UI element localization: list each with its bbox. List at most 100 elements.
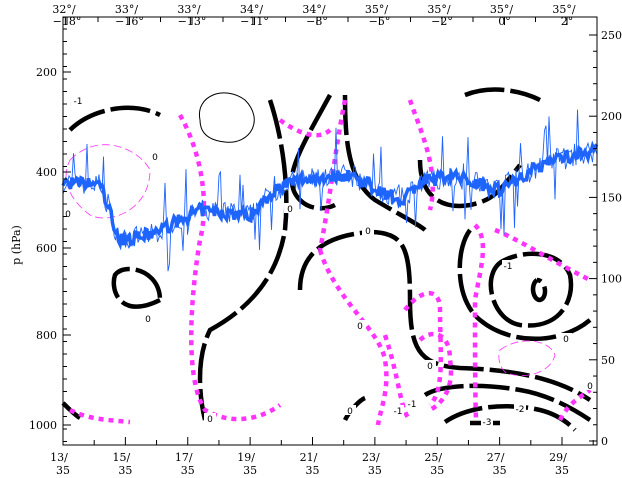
contour-label: 0 [65,210,71,220]
bottom-tick-label-sub: 35 [368,464,382,477]
top-tick-label-sub: −8° [306,15,328,28]
contour-label: 0 [365,227,371,237]
contour-label-bg [149,151,161,161]
left-tick-label: 1000 [29,419,57,432]
series-layer [61,109,599,272]
bottom-tick-label: 19/ [237,451,255,464]
bottom-tick-label: 29/ [549,451,567,464]
contour-dashed [278,118,332,138]
contour-label: -1 [408,400,417,410]
contour-label-bg [584,380,596,390]
right-tick-label: 250 [601,29,622,42]
top-tick-label: 34°/ [302,3,325,16]
contour-label-bg [72,95,84,105]
top-tick-label: 33°/ [177,3,200,16]
contour-dashed [317,99,348,251]
contour-solid [68,105,162,132]
contour-dashed [418,331,454,413]
contour-solid [111,266,163,309]
bottom-tick-label: 13/ [50,451,68,464]
series-line [61,140,599,251]
left-tick-label: 200 [36,66,57,79]
contour-label: 0 [357,322,363,332]
top-tick-label-sub: −2° [431,15,453,28]
contour-label-bg [406,398,418,408]
top-tick-label: 35°/ [427,3,450,16]
contour-label-bg [62,208,74,218]
bottom-tick-label: 15/ [113,451,131,464]
contour-solid [342,94,427,232]
contour-label: 0 [287,205,293,215]
contour-label: -3 [483,418,492,428]
left-tick-label: 800 [36,329,57,342]
bottom-tick-label-sub: 35 [555,464,569,477]
contour-label: 0 [427,362,433,372]
contour-label-bg [204,413,216,423]
bottom-tick-label: 21/ [300,451,318,464]
contour-solid [199,92,255,143]
contour-dashed [68,407,131,425]
top-tick-label-sub: −13° [178,15,207,28]
contour-dashed [557,388,592,422]
top-tick-label: 34°/ [240,3,263,16]
y-axis-label: p (hPa) [10,225,23,265]
series-line-thin [62,109,598,272]
contour-dashed [494,227,592,283]
right-tick-label: 150 [601,191,622,204]
contour-label: 0 [152,153,158,163]
contour-label-bg [481,416,493,426]
top-tick-label: 33°/ [115,3,138,16]
contour-label: 0 [563,335,569,345]
contour-label-bg [362,225,374,235]
axes: 200400600800100005010015020025013/3515/3… [29,3,622,477]
bottom-tick-label-sub: 35 [56,464,70,477]
top-tick-label-sub: 2° [561,15,574,28]
top-tick-label-sub: −11° [240,15,269,28]
contour-dashed [498,340,556,376]
top-tick-label: 32°/ [52,3,75,16]
top-tick-label-sub: 0° [498,15,511,28]
contour-dashed [178,113,282,422]
plot-frame [62,16,598,446]
contour-label-bg [424,360,436,370]
contour-label-bg [284,203,296,213]
contour-label: -1 [504,262,513,272]
bottom-tick-label: 17/ [175,451,193,464]
contour-label: -2 [516,405,525,415]
contour-solid [197,99,289,421]
top-tick-label-sub: −18° [53,15,82,28]
contour-label: 0 [145,315,151,325]
bottom-tick-label-sub: 35 [181,464,195,477]
bottom-tick-label-sub: 35 [118,464,132,477]
contour-label-bg [392,405,404,415]
contour-label: -1 [74,97,83,107]
contour-solid [297,229,592,402]
bottom-tick-label-sub: 35 [306,464,320,477]
contour-label: 0 [347,407,353,417]
top-tick-label: 35°/ [490,3,513,16]
contour-dashed [403,290,444,407]
top-tick-label-sub: −16° [115,15,144,28]
bottom-tick-label: 27/ [487,451,505,464]
contour-label-bg [142,313,154,323]
right-tick-label: 0 [601,435,608,448]
contour-label-bg [502,260,514,270]
contour-solid [530,277,548,303]
bottom-tick-label-sub: 35 [493,464,507,477]
contour-solid [443,403,577,432]
contour-dashed [382,334,412,422]
contour-solid [289,93,337,211]
contour-dashed [407,99,435,211]
contour-label-bg [514,403,526,413]
contour-solid [464,87,542,103]
left-tick-label: 600 [36,242,57,255]
contour-dashed [65,144,151,219]
right-tick-label: 50 [601,354,615,367]
contour-label: 0 [207,415,213,425]
contour-label: -1 [394,407,403,417]
right-tick-label: 100 [601,273,622,286]
right-tick-label: 200 [601,110,622,123]
contour-layer [61,87,592,432]
contour-solid [423,383,592,422]
